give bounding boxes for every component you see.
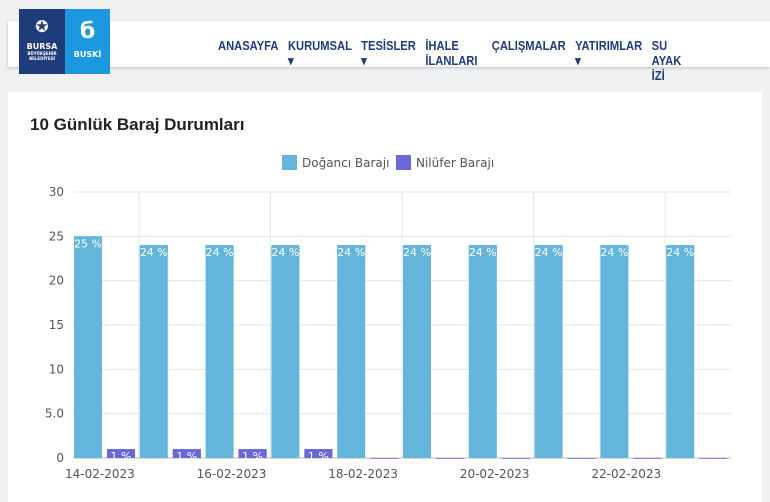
nav-item[interactable]: SU AYAK İZİ [651,38,682,83]
bar[interactable] [501,458,530,459]
y-tick-label: 5.0 [45,407,64,421]
x-tick-label: 22-02-2023 [591,467,661,481]
data-label-bg [172,449,201,458]
bar[interactable] [403,245,431,458]
legend-item-doganci[interactable]: Doğancı Barajı [282,155,389,170]
data-label: 24 % [271,246,299,259]
bar-chart: 0 5.0 10 15 20 25 30 25 % 1 % 14-02-2023 24 % 1 % 24… [45,185,731,481]
nav-item[interactable]: ANASAYFA [218,38,279,53]
y-tick-label: 0 [56,451,64,465]
data-label-bg [666,245,695,258]
data-label: 1 % [176,450,197,463]
data-label-bg [337,245,366,258]
data-label: 24 % [206,246,234,259]
bar[interactable] [337,245,366,458]
main-nav: ANASAYFA KURUMSAL ▾ TESİSLER ▾ İHALE İLANLA… [218,38,693,83]
bar[interactable] [468,245,497,458]
y-tick-label: 20 [49,274,64,288]
y-tick-label: 15 [49,318,64,332]
data-label: 1 % [308,450,329,463]
data-label: 24 % [600,246,628,259]
nav-item[interactable]: KURUMSAL ▾ [287,38,352,68]
data-label: 1 % [242,450,263,463]
bar[interactable] [699,458,728,459]
bar[interactable] [370,458,399,459]
y-tick-label: 25 [49,229,64,243]
data-label: 24 % [337,246,365,259]
nav-item[interactable]: İHALE İLANLARI [425,38,478,68]
legend-swatch [282,155,297,170]
legend-item-nilufer[interactable]: Nilüfer Barajı [396,155,494,170]
data-label-bg [271,245,300,258]
data-label: 24 % [535,246,563,259]
bar[interactable] [271,245,300,458]
nav-item[interactable]: TESİSLER ▾ [361,38,416,68]
data-label: 25 % [74,237,102,250]
data-label: 24 % [666,246,694,259]
data-label-bg [238,449,267,458]
bar[interactable] [666,245,695,458]
data-label: 1 % [111,450,132,463]
x-tick-label: 20-02-2023 [460,467,530,481]
data-label-bg [403,245,431,258]
data-label-bg [534,245,563,258]
bar[interactable] [600,245,629,458]
bar[interactable] [633,458,662,459]
x-tick-label: 14-02-2023 [65,467,135,481]
nav-item[interactable]: ÇALIŞMALAR [491,38,566,53]
data-label-bg [74,236,102,249]
data-label-bg [468,245,497,258]
data-label-bg [107,449,135,458]
data-label: 24 % [140,246,168,259]
legend-swatch [396,155,411,170]
bar[interactable] [74,236,102,458]
nav-item[interactable]: YATIRIMLAR ▾ [575,38,643,68]
bar[interactable] [205,245,234,458]
bar[interactable] [534,245,563,458]
buski-logo[interactable]: б BUSKİ [65,9,110,74]
bar[interactable] [567,458,596,459]
data-label: 24 % [403,246,431,259]
data-label: 24 % [469,246,497,259]
bursa-logo[interactable]: ✪ BURSA BÜYÜKŞEHİR BELEDİYESİ [19,9,65,74]
y-tick-label: 10 [49,362,64,376]
section-title: 10 Günlük Baraj Durumları [30,115,245,134]
data-label-bg [139,245,168,258]
dam-status-card [8,92,762,502]
data-label-bg [600,245,629,258]
y-tick-label: 30 [49,185,64,199]
x-tick-label: 16-02-2023 [197,467,267,481]
data-label-bg [304,449,333,458]
site-header [8,21,770,67]
bar[interactable] [436,458,464,459]
bar[interactable] [139,245,168,458]
data-label-bg [205,245,234,258]
x-tick-label: 18-02-2023 [328,467,398,481]
